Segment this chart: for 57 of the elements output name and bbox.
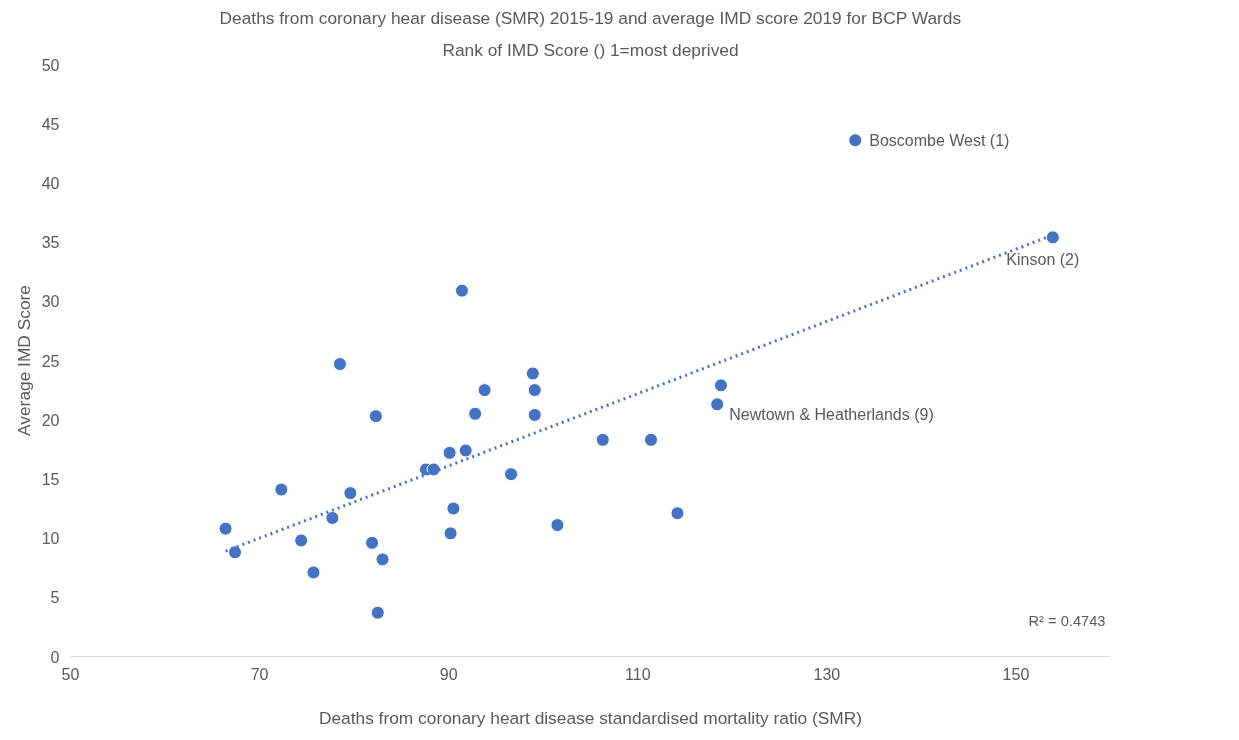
point	[228, 545, 243, 560]
x-tick-label: 150	[1002, 665, 1030, 683]
x-tick-label: 50	[61, 665, 80, 683]
x-tick-label: 70	[250, 665, 269, 683]
x-tick-label: 110	[625, 665, 651, 683]
point	[468, 406, 483, 421]
point	[710, 397, 725, 412]
annotation: Kinson (2)	[1006, 250, 1080, 268]
point	[294, 533, 309, 548]
point	[218, 521, 233, 536]
point	[443, 526, 458, 541]
point	[504, 467, 519, 482]
point	[426, 462, 441, 477]
point	[848, 133, 863, 148]
y-tick-label: 25	[41, 352, 60, 370]
point	[325, 510, 340, 525]
point	[527, 407, 542, 422]
point	[713, 378, 728, 393]
point	[375, 552, 390, 567]
y-tick-label: 35	[41, 234, 60, 252]
x-tick-label: 90	[439, 665, 458, 683]
point	[1045, 230, 1060, 245]
y-tick-label: 30	[41, 293, 60, 311]
x-tick-label: 130	[813, 665, 841, 683]
point	[525, 366, 540, 381]
point	[477, 383, 492, 398]
point	[454, 283, 469, 298]
point	[306, 565, 321, 580]
point	[550, 518, 565, 533]
annotation: Newtown & Heatherlands (9)	[729, 405, 934, 423]
point	[365, 535, 380, 550]
chart-title: Deaths from coronary hear disease (SMR) 2015-19 and average IMD score 2019 for BCP Wards	[219, 7, 962, 28]
x-axis-title: Deaths from coronary heart disease standardised mortality ratio (SMR)	[318, 707, 863, 728]
y-tick-label: 15	[41, 470, 60, 488]
point	[370, 605, 385, 620]
point	[595, 432, 610, 447]
y-tick-label: 20	[41, 411, 60, 429]
y-tick-label: 40	[41, 174, 60, 192]
point	[343, 486, 358, 501]
y-tick-label: 5	[50, 589, 60, 607]
annotation: R² = 0.4743	[1028, 612, 1106, 629]
chart-subtitle: Rank of IMD Score () 1=most deprived	[442, 39, 739, 60]
point	[458, 443, 473, 458]
point	[442, 445, 457, 460]
point	[446, 501, 461, 516]
point	[368, 409, 383, 424]
y-axis-title: Average IMD Score	[13, 285, 34, 436]
point	[332, 357, 347, 372]
point	[670, 506, 685, 521]
point	[527, 383, 542, 398]
y-tick-label: 50	[41, 56, 60, 74]
y-tick-label: 45	[41, 115, 60, 133]
annotation: Boscombe West (1)	[869, 131, 1010, 149]
y-tick-label: 10	[41, 530, 60, 548]
y-tick-label: 0	[50, 648, 60, 666]
point	[644, 432, 659, 447]
point	[274, 482, 289, 497]
